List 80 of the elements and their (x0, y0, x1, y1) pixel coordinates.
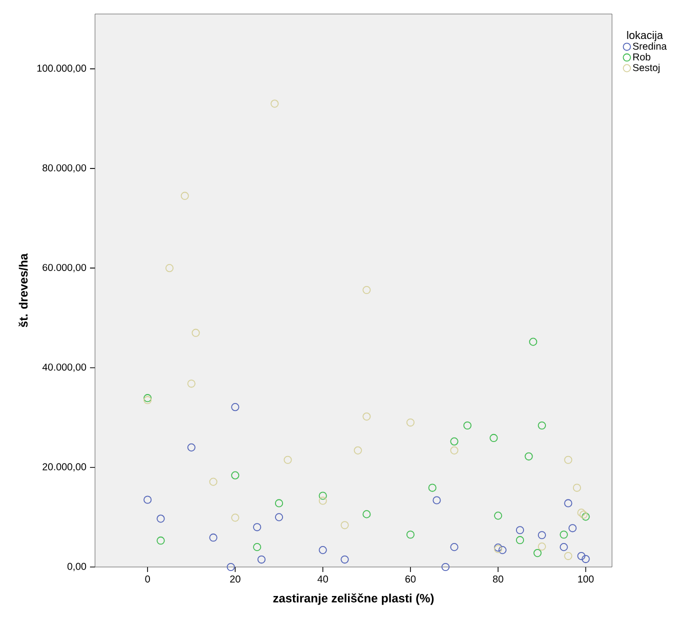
point (209, 478, 218, 486)
point (494, 512, 502, 520)
x-tick-label: 0 (145, 576, 150, 583)
x-axis-title: zastiranje zeliščne plasti (%) (273, 593, 434, 605)
point (533, 549, 542, 558)
point (450, 437, 458, 446)
y-tick-label: 80.000,00 (42, 164, 86, 173)
point (406, 530, 415, 539)
x-tick-label: 100 (578, 576, 594, 583)
point (231, 403, 240, 412)
x-tick-label: 20 (230, 576, 240, 583)
point (192, 328, 200, 337)
point (577, 508, 586, 517)
point (165, 264, 174, 272)
point (498, 546, 507, 554)
point (340, 555, 349, 564)
point (187, 380, 196, 388)
point (538, 531, 546, 540)
point (572, 484, 582, 492)
point (516, 526, 524, 534)
point (564, 456, 572, 464)
point (362, 510, 371, 518)
point (180, 192, 189, 200)
point (577, 552, 586, 560)
point (318, 546, 327, 554)
point (564, 552, 572, 560)
point (354, 446, 362, 454)
y-tick-label: 0,00 (67, 562, 86, 572)
legend-label: Rob (633, 53, 650, 60)
point (257, 555, 266, 564)
point (582, 554, 590, 564)
x-tick-label: 60 (405, 576, 416, 583)
point (274, 499, 284, 508)
point (231, 514, 240, 522)
point (568, 524, 577, 532)
point (538, 421, 546, 430)
legend-label: Sredina (632, 42, 667, 50)
point (450, 446, 458, 454)
point (406, 418, 415, 427)
point (450, 543, 458, 552)
point (144, 496, 152, 504)
point (362, 412, 371, 421)
point (463, 421, 472, 430)
x-tick-label: 80 (492, 576, 504, 583)
x-tick-label: 40 (318, 576, 328, 583)
y-tick-label: 40.000,00 (42, 364, 86, 372)
point (274, 513, 284, 522)
point (441, 562, 450, 572)
point (564, 499, 572, 508)
point (560, 530, 568, 539)
point (560, 543, 568, 552)
y-tick-label: 100.000,00 (37, 64, 86, 73)
point (579, 510, 588, 519)
legend-title: lokacija (627, 31, 664, 42)
point (318, 496, 327, 505)
point (226, 562, 235, 572)
point (318, 492, 327, 500)
point (524, 452, 533, 460)
point (156, 514, 165, 523)
point (490, 434, 498, 442)
point (231, 471, 240, 480)
point (209, 534, 218, 542)
point (516, 536, 524, 544)
point (529, 338, 538, 346)
point (538, 542, 546, 551)
point (253, 523, 262, 532)
point (582, 512, 590, 521)
point (428, 484, 436, 492)
point (270, 100, 279, 108)
y-axis-title: št. dreves/ha (18, 253, 28, 328)
point (340, 521, 349, 530)
point (362, 286, 371, 294)
legend-label: Sestoj (632, 64, 660, 74)
point (253, 543, 262, 552)
point (156, 536, 165, 545)
point (432, 496, 441, 504)
y-tick-label: 20.000,00 (42, 463, 86, 472)
y-tick-label: 60.000,00 (42, 264, 86, 272)
point (187, 443, 196, 452)
point (284, 456, 292, 464)
